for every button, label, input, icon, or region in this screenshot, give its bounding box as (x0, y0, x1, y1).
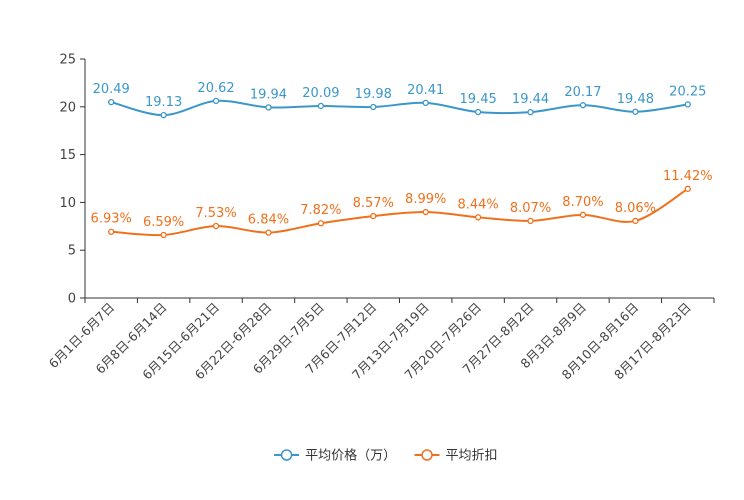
data-point[interactable] (474, 214, 482, 221)
data-point[interactable] (632, 108, 639, 115)
series-2: 6.93% 6.59% 7.53% 6.84% 7.82% 8.57% 8.99% 8.44%… (91, 169, 713, 239)
data-point[interactable] (474, 108, 482, 116)
data-label: 8.44% (457, 197, 498, 212)
data-point[interactable] (422, 208, 429, 216)
data-label: 8.07% (510, 201, 551, 216)
data-point[interactable] (317, 102, 325, 110)
data-point[interactable] (422, 99, 429, 107)
legend-label: 平均折扣 (446, 449, 498, 464)
legend-swatch-marker (421, 449, 433, 461)
data-point[interactable] (632, 217, 639, 225)
data-label: 6.84% (248, 213, 289, 228)
data-point[interactable] (317, 220, 325, 227)
data-label: 7.82% (300, 203, 341, 218)
data-point[interactable] (579, 102, 587, 109)
y-tick-label: 20 (59, 100, 76, 115)
data-point[interactable] (108, 98, 115, 106)
y-tick-label: 25 (59, 53, 76, 68)
data-label: 8.06% (615, 201, 656, 216)
series-1: 20.49 19.13 20.62 19.94 20.09 19.98 20.41 19.45… (93, 81, 706, 119)
data-label: 19.44 (512, 92, 549, 107)
legend-swatch-marker (280, 449, 293, 461)
data-label: 20.09 (302, 86, 339, 101)
data-point[interactable] (527, 109, 534, 116)
y-tick-label: 5 (68, 244, 76, 259)
data-point[interactable] (684, 185, 691, 192)
y-tick-label: 10 (59, 196, 76, 211)
data-label: 8.99% (405, 192, 446, 207)
series-line (110, 99, 688, 117)
data-label: 8.70% (562, 195, 603, 210)
legend-item-1[interactable]: 平均价格（万） (274, 448, 396, 464)
data-label: 19.48 (617, 92, 654, 107)
data-label: 6.59% (143, 215, 184, 230)
data-label: 20.41 (407, 83, 444, 98)
data-point[interactable] (212, 222, 220, 230)
data-label: 19.45 (460, 92, 497, 107)
data-label: 11.42% (663, 169, 713, 184)
data-label: 6.93% (91, 212, 132, 227)
data-label: 20.17 (564, 85, 601, 100)
legend-label: 平均价格（万） (305, 448, 396, 464)
legend-item-2[interactable]: 平均折扣 (414, 449, 498, 464)
y-tick-label: 15 (59, 148, 76, 163)
data-point[interactable] (212, 97, 220, 105)
data-point[interactable] (370, 212, 377, 220)
data-label: 20.25 (669, 84, 706, 99)
data-point[interactable] (579, 211, 587, 218)
series-layer: 20.49 19.13 20.62 19.94 20.09 19.98 20.41 19.45… (91, 81, 713, 239)
data-point[interactable] (265, 104, 272, 111)
data-point[interactable] (527, 217, 534, 225)
data-label: 19.98 (355, 87, 392, 102)
legend[interactable]: 平均价格（万） 平均折扣 (274, 448, 498, 464)
data-point[interactable] (108, 228, 115, 235)
data-point[interactable] (265, 229, 272, 236)
data-label: 7.53% (195, 206, 236, 221)
data-point[interactable] (160, 111, 167, 119)
data-point[interactable] (684, 101, 691, 108)
y-tick-label: 0 (68, 292, 76, 307)
data-label: 20.62 (197, 81, 234, 96)
data-label: 19.13 (145, 95, 182, 110)
data-point[interactable] (160, 231, 167, 239)
data-label: 19.94 (250, 87, 287, 102)
data-label: 20.49 (93, 82, 130, 97)
data-label: 8.57% (353, 196, 394, 211)
data-point[interactable] (370, 103, 377, 111)
series-line (111, 187, 689, 237)
